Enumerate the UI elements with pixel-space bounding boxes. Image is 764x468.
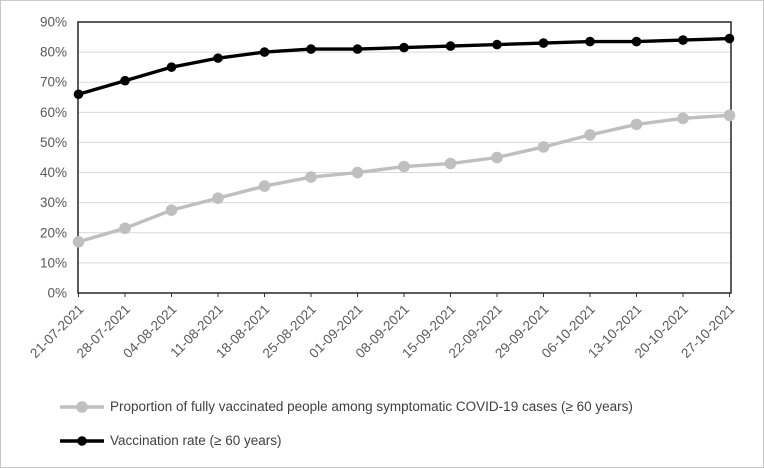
- data-point-marker-0: [677, 112, 689, 125]
- data-point-marker-1: [399, 42, 409, 53]
- legend-swatch-marker: [76, 401, 88, 413]
- data-point-marker-0: [119, 222, 131, 235]
- data-point-marker-1: [213, 53, 223, 63]
- data-point-marker-0: [165, 204, 178, 216]
- data-point-marker-0: [72, 236, 85, 248]
- y-axis-label: 10%: [40, 255, 67, 270]
- data-point-marker-0: [630, 118, 643, 131]
- y-axis-label: 90%: [40, 15, 67, 30]
- legend-label-vaccination-rate: Vaccination rate (≥ 60 years): [110, 433, 282, 448]
- legend-item-symptomatic-cases: Proportion of fully vaccinated people am…: [59, 398, 633, 416]
- data-point-marker-1: [120, 75, 130, 86]
- plot-border: [77, 21, 732, 294]
- data-point-marker-0: [258, 180, 271, 192]
- y-axis-label: 20%: [40, 225, 67, 240]
- y-axis-label: 70%: [40, 75, 67, 90]
- data-point-marker-1: [352, 44, 363, 54]
- y-axis-label: 80%: [40, 45, 67, 60]
- data-point-marker-1: [445, 41, 456, 51]
- data-point-marker-1: [538, 38, 549, 48]
- data-point-marker-1: [306, 44, 316, 54]
- data-point-marker-1: [166, 62, 177, 72]
- data-point-marker-0: [398, 160, 410, 173]
- data-point-marker-1: [259, 47, 270, 57]
- series-line-0: [76, 113, 732, 244]
- data-point-marker-0: [351, 166, 364, 179]
- data-point-marker-0: [723, 109, 736, 122]
- data-point-marker-1: [678, 35, 688, 45]
- data-point-marker-1: [724, 33, 735, 44]
- data-point-marker-1: [492, 39, 502, 50]
- chart-legend: Proportion of fully vaccinated people am…: [59, 398, 633, 450]
- y-axis-label: 40%: [40, 165, 67, 180]
- legend-item-vaccination-rate: Vaccination rate (≥ 60 years): [59, 432, 633, 450]
- legend-swatch-marker: [77, 436, 87, 446]
- data-point-marker-0: [305, 171, 317, 183]
- line-chart-plot: 0%10%20%30%40%50%60%70%80%90%21-07-20212…: [27, 15, 737, 361]
- data-point-marker-0: [584, 129, 596, 141]
- y-axis-label: 30%: [40, 195, 67, 210]
- legend-marker-black-line-icon: [60, 436, 104, 446]
- data-point-marker-0: [444, 157, 457, 170]
- y-axis-label: 50%: [40, 135, 67, 150]
- data-point-marker-1: [631, 36, 642, 47]
- data-point-marker-0: [212, 192, 224, 204]
- y-axis-label: 60%: [40, 105, 67, 120]
- legend-label-symptomatic-cases: Proportion of fully vaccinated people am…: [110, 399, 633, 414]
- data-point-marker-1: [73, 89, 84, 100]
- data-point-marker-1: [585, 36, 595, 47]
- legend-marker-gray-line-icon: [60, 401, 104, 413]
- data-point-marker-0: [537, 141, 550, 153]
- y-axis-label: 0%: [47, 286, 67, 301]
- data-point-marker-0: [491, 151, 503, 164]
